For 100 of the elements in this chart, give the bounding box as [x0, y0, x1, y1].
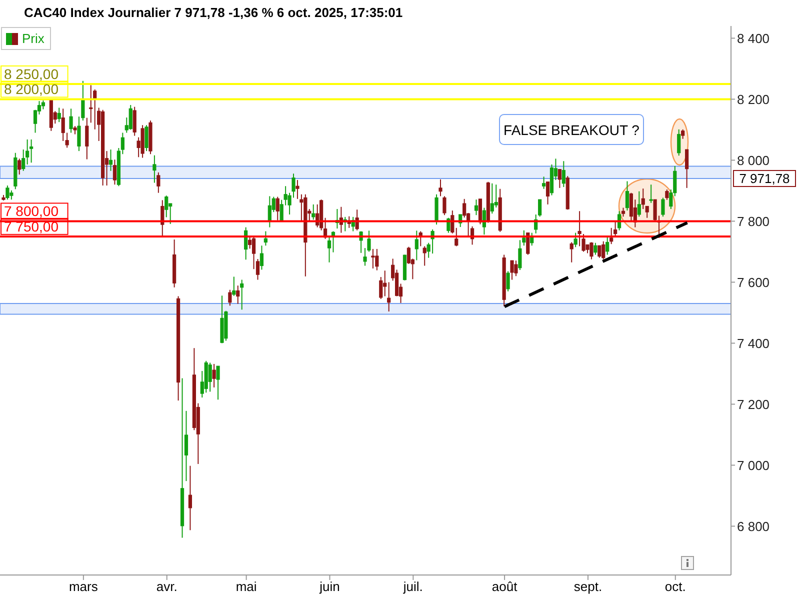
candlestick [375, 248, 379, 271]
candlestick [494, 184, 498, 208]
y-tick-label: 7 400 [737, 336, 770, 351]
candlestick [641, 188, 645, 210]
candlestick [132, 106, 136, 136]
candlestick [637, 190, 641, 218]
x-tick-label: juil. [402, 579, 423, 594]
candlestick [144, 124, 148, 152]
candlestick [570, 242, 574, 263]
candlestick [232, 276, 236, 296]
candlestick [598, 245, 602, 258]
candlestick [649, 184, 653, 204]
candlestick [574, 232, 578, 248]
candlestick [296, 180, 300, 200]
candlestick [22, 149, 26, 172]
candlestick [438, 178, 442, 197]
candlestick [542, 176, 546, 190]
candlestick [18, 158, 22, 176]
text: Prix [22, 31, 44, 46]
candlestick [562, 160, 566, 188]
candlestick [108, 149, 113, 172]
candlestick [69, 108, 73, 134]
candlestick [268, 196, 272, 228]
candlestick [625, 180, 630, 212]
candlestick [228, 289, 232, 306]
candlestick [188, 465, 192, 531]
y-tick-label: 7 600 [737, 274, 770, 290]
candlestick [236, 285, 240, 304]
candlestick [379, 276, 383, 300]
candlestick [590, 242, 594, 260]
candlestick [422, 246, 426, 266]
candlestick [371, 248, 375, 269]
candlestick [602, 240, 606, 260]
candlestick [112, 159, 117, 186]
candlestick [490, 182, 494, 214]
x-tick-label: avr. [156, 579, 178, 594]
candlestick [85, 117, 89, 160]
y-tick-label: 7 200 [737, 396, 770, 412]
candlestick [312, 204, 316, 220]
candlestick [454, 227, 458, 247]
x-tick-label: mars [68, 579, 98, 594]
candlestick [578, 210, 582, 247]
ref-line-label: 7 800,00 [4, 203, 59, 220]
candlestick [156, 172, 160, 194]
candlestick [434, 194, 438, 226]
candlestick [152, 154, 156, 184]
candlestick [677, 128, 681, 156]
candlestick [514, 260, 518, 277]
candlestick [212, 363, 216, 388]
candlestick [530, 232, 534, 246]
candlestick [594, 242, 598, 256]
ref-line-label: 7 750,00 [4, 218, 59, 234]
candlestick [414, 230, 418, 261]
candlestick [506, 270, 510, 292]
candlestick [10, 190, 14, 200]
candlestick [681, 128, 685, 140]
y-tick-label: 8 000 [737, 152, 770, 168]
candlestick [478, 198, 482, 225]
x-tick-label: sept. [574, 579, 602, 594]
ref-line-label: 8 200,00 [4, 81, 59, 98]
candlestick [610, 227, 614, 245]
candlestick [264, 230, 268, 246]
candlestick [383, 270, 387, 297]
candlestick [216, 366, 220, 400]
candlestick [240, 279, 244, 310]
candlestick [6, 185, 10, 200]
candlestick [645, 206, 649, 218]
candlestick [606, 236, 610, 256]
x-tick-label: juin [318, 579, 340, 594]
candlestick [518, 240, 522, 270]
candlestick [61, 108, 65, 142]
candlestick [510, 260, 514, 280]
chart-title: CAC40 Index Journalier 7 971,78 -1,36 % 6 oct. 2025, 17:35:01 [24, 5, 403, 20]
candlestick [462, 198, 466, 218]
annotation: FALSE BREAKOUT ? [499, 114, 644, 145]
candlestick [29, 138, 34, 164]
text: 7 971,78 [733, 170, 796, 187]
y-tick-label: 8 200 [737, 92, 770, 107]
candlestick [164, 195, 168, 218]
candlestick [128, 104, 132, 130]
x-tick-label: août [492, 579, 518, 594]
y-tick-label: 8 400 [737, 30, 770, 46]
candlestick [387, 282, 391, 312]
candlestick [558, 168, 562, 188]
candlestick [89, 84, 93, 124]
x-tick-label: oct. [664, 579, 686, 594]
y-tick-label: 7 000 [737, 458, 770, 473]
candlestick [442, 196, 446, 216]
candlestick [208, 362, 212, 392]
candlestick [57, 107, 61, 123]
ref-line-label: 8 250,00 [4, 66, 59, 82]
candlestick [546, 181, 550, 205]
candlestick [276, 196, 280, 221]
candlestick [685, 149, 689, 188]
y-tick-label: 6 800 [737, 518, 770, 534]
candlestick [665, 188, 669, 200]
candlestick [474, 199, 478, 216]
x-tick-label: mai [236, 579, 257, 594]
y-tick-label: 7 800 [737, 214, 770, 229]
candlestick [260, 245, 264, 270]
